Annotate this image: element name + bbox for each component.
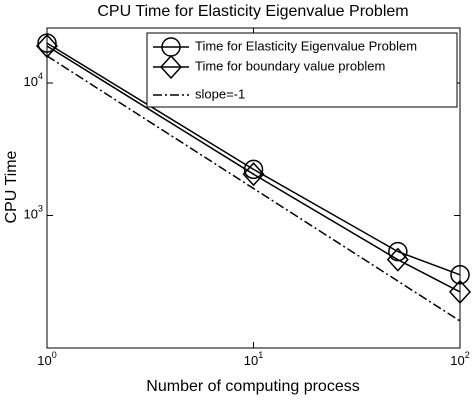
legend-label: Time for boundary value problem [195, 58, 385, 73]
marker [35, 33, 59, 59]
marker [448, 279, 472, 305]
y-tick-label: 103 [24, 204, 43, 222]
y-axis-label: CPU Time [3, 150, 20, 223]
chart-title: CPU Time for Elasticity Eigenvalue Probl… [97, 3, 408, 20]
marker [388, 241, 408, 262]
x-axis-label: Number of computing process [146, 378, 359, 395]
x-tick-label: 101 [244, 350, 263, 368]
marker [450, 265, 470, 285]
marker [242, 162, 265, 187]
legend-label: slope=-1 [195, 86, 245, 101]
series-line [46, 45, 461, 293]
y-tick-label: 104 [24, 71, 43, 89]
legend-box [146, 32, 458, 108]
series-line [46, 55, 461, 322]
legend-label: Time for Elasticity Eigenvalue Problem [195, 38, 417, 53]
x-tick-label: 102 [450, 350, 469, 368]
marker [159, 54, 183, 80]
x-tick-label: 100 [37, 350, 56, 368]
marker [386, 247, 409, 272]
